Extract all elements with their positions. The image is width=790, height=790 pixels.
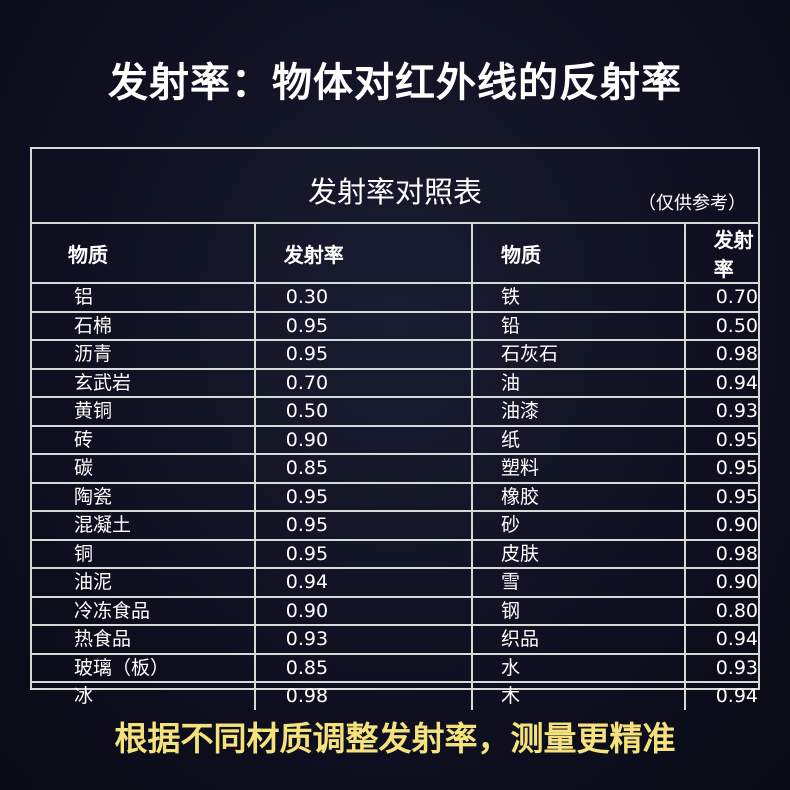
emissivity-cell: 0.94 (683, 624, 758, 655)
table-row: 冰 0.98 木 0.94 (32, 681, 758, 710)
table-note: （仅供参考） (638, 193, 746, 214)
emissivity-cell: 0.95 (253, 538, 473, 569)
emissivity-cell: 0.95 (683, 453, 758, 484)
material-cell: 纸 (470, 424, 686, 455)
emissivity-cell: 0.85 (253, 453, 473, 484)
emissivity-cell: 0.98 (253, 681, 473, 710)
table-row: 混凝土 0.95 砂 0.90 (32, 510, 758, 541)
emissivity-cell: 0.95 (683, 424, 758, 455)
material-cell: 铅 (470, 310, 686, 341)
material-cell: 冰 (32, 681, 256, 710)
emissivity-cell: 0.85 (253, 652, 473, 683)
material-cell: 铜 (32, 538, 256, 569)
material-cell: 塑料 (470, 453, 686, 484)
table-caption: 发射率对照表 (307, 175, 482, 209)
emissivity-cell: 0.70 (683, 282, 758, 313)
table-row: 油泥 0.94 雪 0.90 (32, 567, 758, 598)
page-title: 发射率：物体对红外线的反射率 (108, 60, 682, 106)
material-cell: 热食品 (32, 624, 256, 655)
table-row: 铝 0.30 铁 0.70 (32, 282, 758, 313)
material-cell: 砖 (32, 424, 256, 455)
table-row: 陶瓷 0.95 橡胶 0.95 (32, 481, 758, 512)
material-cell: 钢 (470, 595, 686, 626)
material-cell: 冷冻食品 (32, 595, 256, 626)
emissivity-cell: 0.90 (683, 567, 758, 598)
emissivity-cell: 0.90 (253, 595, 473, 626)
material-cell: 石灰石 (470, 339, 686, 370)
emissivity-table: 发射率对照表 （仅供参考） 物质 发射率 物质 发射率 铝 0.30 铁 0.70 石棉… (30, 147, 760, 710)
material-cell: 沥青 (32, 339, 256, 370)
material-cell: 砂 (470, 510, 686, 541)
table-row: 石棉 0.95 铅 0.50 (32, 310, 758, 341)
emissivity-cell: 0.95 (253, 339, 473, 370)
emissivity-cell: 0.93 (253, 624, 473, 655)
table-row: 铜 0.95 皮肤 0.98 (32, 538, 758, 569)
emissivity-cell: 0.94 (253, 567, 473, 598)
emissivity-grid: 物质 发射率 物质 发射率 铝 0.30 铁 0.70 石棉 0.95 铅 0.50 沥青 0.9… (32, 224, 758, 710)
emissivity-cell: 0.98 (683, 339, 758, 370)
emissivity-cell: 0.95 (253, 310, 473, 341)
emissivity-cell: 0.50 (253, 396, 473, 427)
material-cell: 玄武岩 (32, 367, 256, 398)
table-row: 冷冻食品 0.90 钢 0.80 (32, 595, 758, 626)
emissivity-cell: 0.98 (683, 538, 758, 569)
emissivity-cell: 0.80 (683, 595, 758, 626)
header-emissivity: 发射率 (253, 224, 473, 284)
emissivity-cell: 0.95 (683, 481, 758, 512)
material-cell: 水 (470, 652, 686, 683)
footer-slogan: 根据不同材质调整发射率，测量更精准 (114, 719, 676, 758)
emissivity-cell: 0.94 (683, 367, 758, 398)
emissivity-cell: 0.30 (253, 282, 473, 313)
material-cell: 雪 (470, 567, 686, 598)
table-row: 玻璃（板） 0.85 水 0.93 (32, 652, 758, 683)
material-cell: 织品 (470, 624, 686, 655)
table-row: 砖 0.90 纸 0.95 (32, 424, 758, 455)
emissivity-cell: 0.94 (683, 681, 758, 710)
emissivity-cell: 0.93 (683, 652, 758, 683)
table-row: 热食品 0.93 织品 0.94 (32, 624, 758, 655)
material-cell: 铁 (470, 282, 686, 313)
emissivity-cell: 0.50 (683, 310, 758, 341)
header-material: 物质 (470, 224, 686, 284)
emissivity-cell: 0.90 (253, 424, 473, 455)
material-cell: 陶瓷 (32, 481, 256, 512)
material-cell: 木 (470, 681, 686, 710)
material-cell: 黄铜 (32, 396, 256, 427)
material-cell: 碳 (32, 453, 256, 484)
emissivity-cell: 0.95 (253, 510, 473, 541)
table-caption-row: 发射率对照表 （仅供参考） (32, 149, 758, 224)
material-cell: 油泥 (32, 567, 256, 598)
emissivity-cell: 0.93 (683, 396, 758, 427)
table-row: 碳 0.85 塑料 0.95 (32, 453, 758, 484)
emissivity-cell: 0.95 (253, 481, 473, 512)
table-row: 沥青 0.95 石灰石 0.98 (32, 339, 758, 370)
material-cell: 油 (470, 367, 686, 398)
header-material: 物质 (32, 224, 256, 284)
material-cell: 油漆 (470, 396, 686, 427)
emissivity-cell: 0.90 (683, 510, 758, 541)
material-cell: 铝 (32, 282, 256, 313)
material-cell: 混凝土 (32, 510, 256, 541)
table-row: 玄武岩 0.70 油 0.94 (32, 367, 758, 398)
material-cell: 玻璃（板） (32, 652, 256, 683)
material-cell: 橡胶 (470, 481, 686, 512)
header-emissivity: 发射率 (683, 224, 758, 284)
material-cell: 石棉 (32, 310, 256, 341)
material-cell: 皮肤 (470, 538, 686, 569)
emissivity-cell: 0.70 (253, 367, 473, 398)
table-header-row: 物质 发射率 物质 发射率 (32, 224, 758, 284)
table-row: 黄铜 0.50 油漆 0.93 (32, 396, 758, 427)
